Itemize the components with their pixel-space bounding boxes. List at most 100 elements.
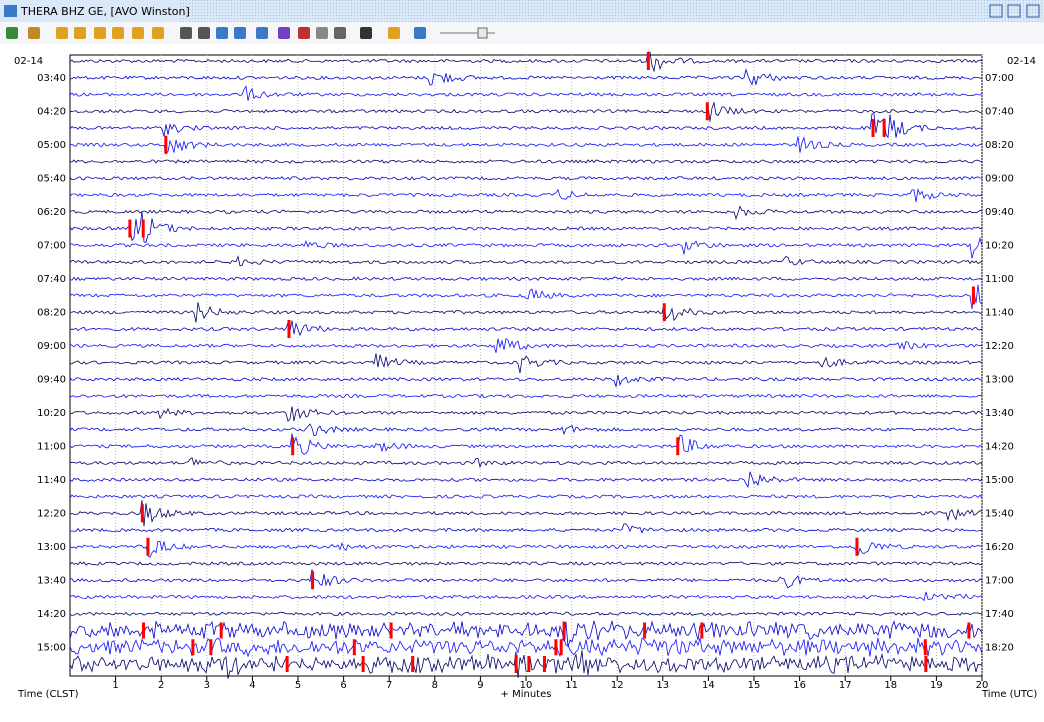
left-time-label: 03:40 — [37, 73, 66, 84]
clipped-burst — [646, 52, 650, 70]
left-time-label: 15:00 — [37, 642, 66, 653]
clipped-burst — [291, 437, 295, 456]
right-time-label: 14:20 — [985, 441, 1014, 452]
tool-button[interactable] — [198, 27, 210, 39]
x-tick-label: 14 — [702, 680, 715, 691]
tool-button[interactable] — [112, 27, 124, 39]
trace — [69, 637, 983, 658]
tool-button[interactable] — [74, 27, 86, 39]
clipped-burst — [514, 655, 518, 673]
trace — [69, 320, 983, 337]
clipped-burst — [676, 437, 680, 456]
tool-button[interactable] — [234, 27, 246, 39]
trace — [69, 406, 983, 422]
clipped-burst — [141, 219, 145, 238]
tool-button[interactable] — [414, 27, 426, 39]
right-time-label: 16:20 — [985, 542, 1014, 553]
trace — [69, 353, 983, 374]
left-time-label: 11:40 — [37, 475, 66, 486]
left-time-label: 12:20 — [37, 508, 66, 519]
tool-button[interactable] — [388, 27, 400, 39]
right-time-label: 12:20 — [985, 341, 1014, 352]
tool-button[interactable] — [334, 27, 346, 39]
tool-button[interactable] — [360, 27, 372, 39]
left-time-label: 09:00 — [37, 341, 66, 352]
trace — [69, 176, 983, 181]
slider-thumb[interactable] — [477, 27, 488, 39]
clipped-burst — [924, 656, 928, 672]
right-time-label: 13:00 — [985, 374, 1014, 385]
x-tick-label: 18 — [884, 680, 897, 691]
clipped-burst — [311, 571, 315, 590]
x-tick-label: 20 — [976, 680, 989, 691]
right-time-label: 09:00 — [985, 173, 1014, 184]
clipped-burst — [361, 656, 365, 672]
clipped-burst — [562, 621, 566, 640]
trace — [69, 236, 983, 259]
left-time-label: 05:00 — [37, 140, 66, 151]
toolbar-icons — [6, 27, 426, 39]
left-time-label: 11:00 — [37, 441, 66, 452]
x-tick-label: 19 — [930, 680, 943, 691]
maximize-button[interactable] — [1007, 4, 1021, 18]
clipped-burst — [140, 504, 144, 523]
clipped-burst — [662, 303, 666, 322]
clipped-burst — [855, 537, 859, 556]
x-axis-label: + Minutes — [501, 689, 552, 700]
tool-button[interactable] — [298, 27, 310, 39]
left-time-label: 13:40 — [37, 575, 66, 586]
trace — [69, 159, 983, 164]
x-tick-label: 13 — [656, 680, 669, 691]
trace — [69, 255, 983, 267]
tool-button[interactable] — [216, 27, 228, 39]
x-tick-label: 11 — [565, 680, 578, 691]
trace — [69, 523, 983, 534]
trace — [69, 650, 983, 679]
tool-button[interactable] — [56, 27, 68, 39]
plot-frame — [69, 54, 983, 677]
right-time-label: 18:20 — [985, 642, 1014, 653]
x-tick-label: 16 — [793, 680, 806, 691]
x-tick-label: 3 — [204, 680, 210, 691]
trace — [69, 540, 983, 558]
left-time-label: 09:40 — [37, 374, 66, 385]
left-axis-label: Time (CLST) — [17, 689, 79, 700]
tool-button[interactable] — [152, 27, 164, 39]
left-time-label: 06:20 — [37, 207, 66, 218]
clipped-burst — [643, 622, 647, 639]
close-button[interactable] — [1026, 4, 1040, 18]
trace — [69, 85, 983, 101]
left-time-label: 05:40 — [37, 173, 66, 184]
left-time-label: 07:00 — [37, 240, 66, 251]
left-time-label: 08:20 — [37, 307, 66, 318]
left-time-label: 14:20 — [37, 609, 66, 620]
trace — [69, 457, 983, 469]
clipped-burst — [352, 639, 356, 656]
right-time-label: 17:00 — [985, 575, 1014, 586]
right-time-label: 11:00 — [985, 274, 1014, 285]
tool-button[interactable] — [256, 27, 268, 39]
left-time-label: 04:20 — [37, 106, 66, 117]
clipped-burst — [882, 119, 886, 137]
tool-button[interactable] — [132, 27, 144, 39]
tool-button[interactable] — [6, 27, 18, 39]
trace — [69, 136, 983, 155]
trace — [69, 51, 983, 73]
right-time-label: 07:40 — [985, 106, 1014, 117]
clipped-burst — [967, 622, 971, 639]
x-tick-label: 10 — [520, 680, 533, 691]
trace — [69, 284, 983, 310]
trace — [69, 591, 983, 602]
tool-button[interactable] — [316, 27, 328, 39]
undock-button[interactable] — [989, 4, 1003, 18]
tool-button[interactable] — [28, 27, 40, 39]
x-tick-label: 17 — [839, 680, 852, 691]
tool-button[interactable] — [94, 27, 106, 39]
tool-button[interactable] — [278, 27, 290, 39]
clipped-burst — [389, 622, 393, 639]
trace — [69, 374, 983, 388]
tool-button[interactable] — [180, 27, 192, 39]
clipped-burst — [191, 639, 195, 656]
clipped-burst — [923, 639, 927, 656]
